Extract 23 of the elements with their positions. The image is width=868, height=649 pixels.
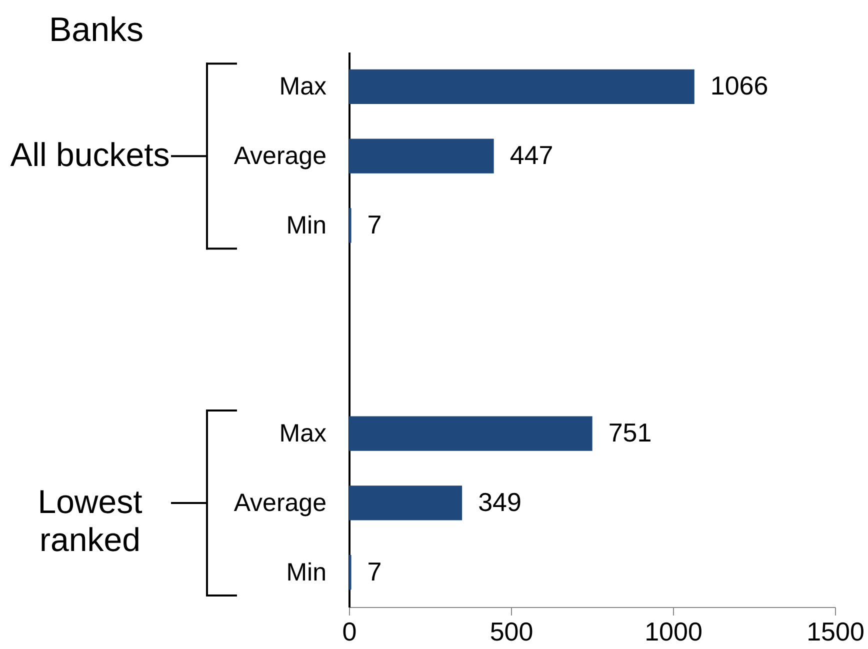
- data-label: 1066: [710, 70, 768, 101]
- y-tick-label: Average: [234, 488, 326, 517]
- x-tick-label: 500: [490, 616, 534, 646]
- data-label: 751: [608, 418, 652, 448]
- bar: [349, 486, 462, 520]
- bar: [349, 69, 694, 104]
- data-label: 7: [367, 556, 382, 586]
- y-tick-label: Max: [279, 72, 327, 101]
- y-tick-label: Max: [279, 420, 327, 448]
- data-label: 447: [510, 140, 554, 170]
- data-label: 7: [367, 209, 382, 240]
- x-tick-label: 1000: [644, 616, 702, 646]
- y-tick-label: Average: [234, 142, 326, 170]
- text: All buckets: [10, 136, 170, 174]
- chart-title: Banks: [49, 11, 144, 49]
- text: Lowest ranked: [38, 482, 142, 558]
- bar: [349, 416, 592, 451]
- y-tick-label: Min: [286, 211, 326, 240]
- data-label: 349: [478, 486, 522, 517]
- y-tick-label: Min: [286, 558, 326, 586]
- bar: [349, 138, 494, 174]
- x-tick-label: 1500: [806, 616, 864, 646]
- x-tick-label: 0: [342, 616, 357, 646]
